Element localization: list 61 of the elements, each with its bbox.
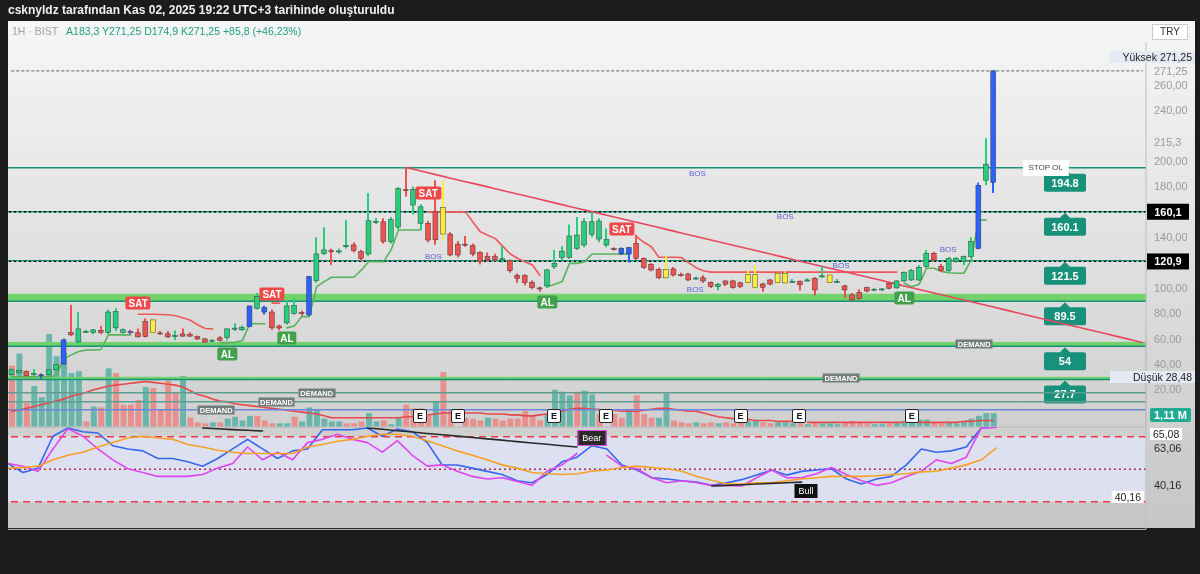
y-tick-label: 271,25: [1153, 64, 1188, 77]
annotation: E: [413, 409, 428, 423]
annotation: E: [599, 409, 613, 423]
line-series: [405, 166, 1144, 344]
annotation: SAT: [608, 222, 635, 236]
annotation: AL: [894, 291, 914, 305]
bar: [358, 421, 365, 428]
y-tick-label: 140,00: [1153, 231, 1188, 244]
ref-line-label: 160.1: [1051, 220, 1079, 233]
annotation: BOS: [776, 211, 794, 221]
annotation: SAT: [125, 296, 151, 310]
annotation: BOS: [939, 244, 957, 254]
y-tick-label: 80,00: [1153, 307, 1182, 320]
annotation: E: [904, 409, 919, 423]
annotation: Bear: [577, 429, 607, 446]
annotation: Düşük 28,48: [1110, 371, 1195, 383]
bar: [254, 416, 261, 428]
bar: [990, 413, 997, 428]
annotation: Bull: [794, 483, 818, 498]
text: 1,11 M: [1150, 407, 1192, 422]
annotation: SAT: [415, 186, 441, 200]
annotation: BOS: [832, 260, 850, 270]
annotation: BOS: [424, 251, 442, 261]
bar: [299, 421, 306, 428]
ref-line-label: 194.8: [1051, 176, 1079, 189]
annotation: E: [546, 409, 561, 423]
annotation: Yüksek 271,25: [1110, 51, 1195, 63]
y-tick-label: 63,06: [1153, 441, 1182, 454]
bar: [380, 420, 387, 428]
annotation: AL: [277, 331, 297, 345]
y-tick-label: 200,00: [1153, 155, 1188, 168]
y-tick-label: 260,00: [1153, 79, 1188, 92]
ref-line-label: 121.5: [1051, 269, 1079, 282]
y-tick-label: 100,00: [1153, 281, 1188, 294]
y-tick-label: 60,00: [1153, 332, 1182, 345]
chart-subtitle: A183,3 Y271,25 D174,9 K271,25 +85,8 (+46,23%): [66, 25, 302, 38]
text: TRY: [1152, 24, 1188, 40]
ref-line-label: 89.5: [1054, 310, 1076, 323]
annotation: SAT: [259, 287, 285, 301]
bar: [477, 420, 484, 428]
annotation: E: [733, 409, 748, 423]
y-tick-label: 180,00: [1153, 180, 1188, 193]
annotation: BOS: [689, 168, 706, 178]
annotation: AL: [217, 347, 238, 361]
annotation: BOS: [686, 284, 704, 294]
y-tick-label: 240,00: [1153, 104, 1188, 117]
ref-line-label: 120,9: [1154, 255, 1182, 268]
annotation: AL: [537, 295, 557, 309]
annotation: E: [450, 409, 465, 423]
y-tick-label: 215,3: [1153, 135, 1182, 148]
annotation: 40,16: [1111, 490, 1144, 503]
bar: [83, 421, 90, 428]
annotation: STOP OL: [1022, 159, 1069, 176]
ref-line-label: 54: [1058, 355, 1072, 368]
y-tick-label: 40,16: [1153, 478, 1182, 491]
ref-line-label: 160,1: [1154, 205, 1182, 218]
annotation: E: [792, 409, 807, 423]
text: csknyldz tarafından Kas 02, 2025 19:22 UTC+3 tarihinde oluşturuldu: [8, 3, 395, 17]
text: 65,08: [1150, 427, 1183, 440]
y-tick-label: 40,00: [1153, 357, 1182, 370]
chart-title: 1H · BIST: [12, 25, 59, 38]
